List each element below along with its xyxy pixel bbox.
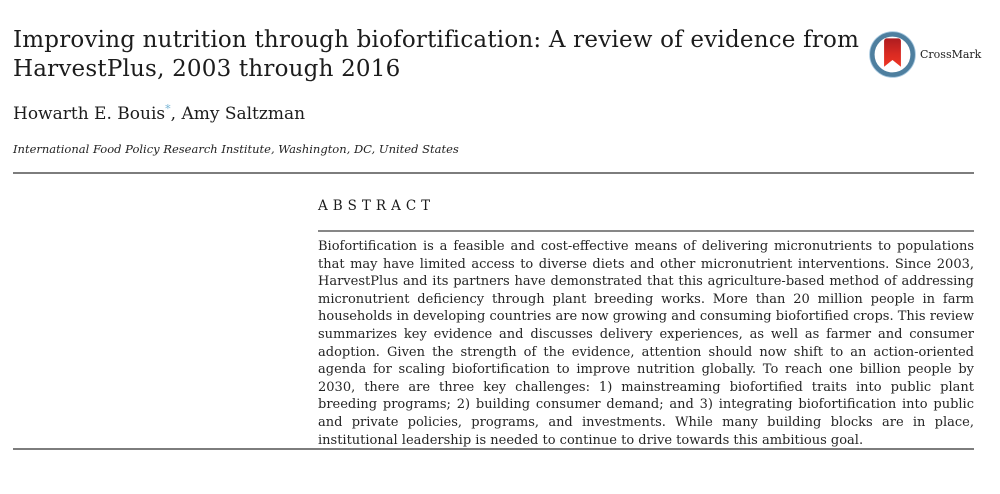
author-1: Howarth E. Bouis [13,104,166,124]
divider-abstract [318,230,974,232]
crossmark-badge[interactable]: CrossMark [869,31,981,78]
article-title-line1: Improving nutrition through biofortifica… [13,27,860,53]
abstract-heading: ABSTRACT [318,198,436,214]
divider-bottom [13,448,974,450]
author-separator: , [170,104,182,124]
author-line: Howarth E. Bouis*, Amy Saltzman [13,102,306,124]
article-title: Improving nutrition through biofortifica… [13,26,859,84]
divider-top [13,172,974,174]
article-title-line2: HarvestPlus, 2003 through 2016 [13,56,401,82]
affiliation: International Food Policy Research Insti… [13,142,459,156]
crossmark-label: CrossMark [920,48,982,61]
abstract-body: Biofortification is a feasible and cost-… [318,239,974,448]
corresponding-author-link[interactable]: * [165,102,171,116]
author-2: Amy Saltzman [181,104,306,124]
corresponding-author-mark: * [165,102,171,115]
crossmark-icon [869,31,916,78]
